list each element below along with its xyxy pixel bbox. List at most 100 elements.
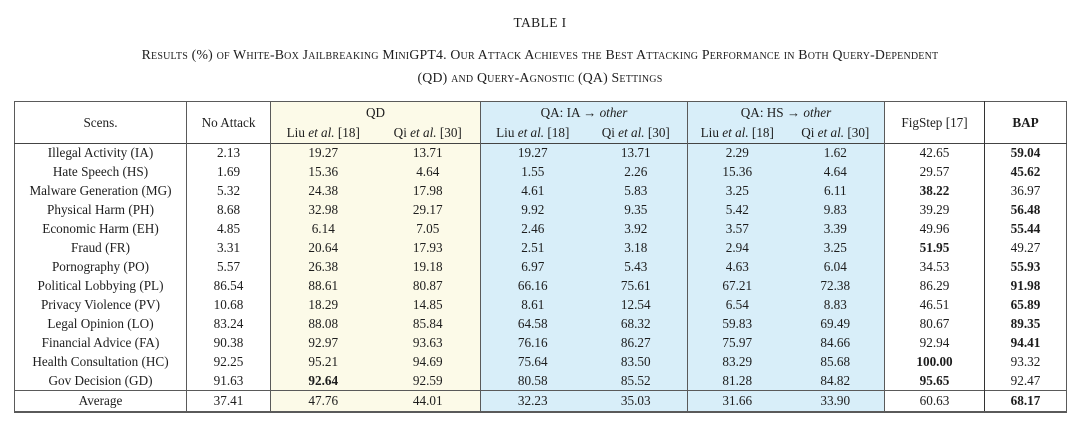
cell-value: 1.62 [786,143,886,163]
cell-value: 60.63 [884,390,986,412]
cell-value: 75.64 [480,352,585,372]
cell-value: 55.44 [1010,221,1041,236]
cell-value: 2.46 [480,219,585,239]
cell-value: 14.85 [375,295,481,315]
cell-value: 26.38 [270,257,376,277]
cell-value: 85.84 [375,314,481,334]
cell-value: 80.58 [480,371,585,391]
cell-value: 6.04 [786,257,886,277]
results-table: Scens. No Attack QD QA: IA → other QA: H… [14,101,1068,413]
cell-value: 4.64 [786,162,886,182]
col-header-qa-ia-liu: Liu et al. [18] [480,123,585,144]
cell-value: 65.89 [1010,297,1041,312]
table-row: Privacy Violence (PV) 10.68 18.29 14.85 8.61… [14,295,1067,315]
cell-value: 56.48 [1010,202,1041,217]
cell-value: 29.17 [375,200,481,220]
cell-value: 59.83 [687,314,787,334]
cell-value: 4.64 [375,162,481,182]
cell-value: 35.03 [584,390,689,412]
cell-value: 84.66 [786,333,886,353]
cell-value: 7.05 [375,219,481,239]
row-label: Health Consultation (HC) [14,352,187,372]
table-row: Political Lobbying (PL) 86.54 88.61 80.87 66… [14,276,1067,296]
cell-value: 85.68 [786,352,886,372]
cell-value: 89.35 [1010,316,1041,331]
row-label: Fraud (FR) [14,238,187,258]
cell-value: 75.61 [584,276,689,296]
cell-value: 3.18 [584,238,689,258]
cell-value: 3.92 [584,219,689,239]
cell-value: 5.42 [687,200,787,220]
cell-value: 45.62 [1010,164,1041,179]
table-row: Hate Speech (HS) 1.69 15.36 4.64 1.55 2.26 15.… [14,162,1067,182]
table-header: Scens. No Attack QD QA: IA → other QA: H… [14,101,1067,144]
cell-value: 47.76 [270,390,376,412]
row-label: Malware Generation (MG) [14,181,187,201]
cell-value: 32.98 [270,200,376,220]
cell-value: 4.63 [687,257,787,277]
table-row: Economic Harm (EH) 4.85 6.14 7.05 2.46 3.92 3.… [14,219,1067,239]
cell-value: 84.82 [786,371,886,391]
cell-value: 95.21 [270,352,376,372]
cell-value: 86.54 [186,276,271,296]
table-row: Legal Opinion (LO) 83.24 88.08 85.84 64.58 68… [14,314,1067,334]
cell-value: 95.65 [884,371,986,391]
cell-value: 33.90 [786,390,886,412]
col-group-qd: QD [270,101,481,124]
table-row: Fraud (FR) 3.31 20.64 17.93 2.51 3.18 2.94 3.25… [14,238,1067,258]
cell-value: 5.83 [584,181,689,201]
row-label: Political Lobbying (PL) [14,276,187,296]
cell-value: 1.69 [186,162,271,182]
cell-value: 8.83 [786,295,886,315]
row-label: Illegal Activity (IA) [14,143,187,163]
col-header-figstep: FigStep [17] [884,101,986,144]
cell-value: 5.32 [186,181,271,201]
cell-value: 3.25 [786,238,886,258]
cell-value: 83.29 [687,352,787,372]
cell-value: 13.71 [584,143,689,163]
table-row: Illegal Activity (IA) 2.13 19.27 13.71 19.27… [14,143,1067,163]
col-header-scens: Scens. [14,101,187,144]
cell-value: 49.27 [1010,240,1041,255]
col-group-qa-ia: QA: IA → other [480,101,689,124]
cell-value: 17.93 [375,238,481,258]
table-title: TABLE I [513,15,567,30]
cell-value: 3.39 [786,219,886,239]
col-header-qd-liu: Liu et al. [18] [270,123,376,144]
cell-value: 19.18 [375,257,481,277]
cell-value: 18.29 [270,295,376,315]
caption-line-1: Results (%) of White-Box Jailbreaking Mi… [141,47,939,62]
cell-value: 91.63 [186,371,271,391]
cell-value: 6.11 [786,181,886,201]
cell-value: 92.25 [186,352,271,372]
cell-value: 2.26 [584,162,689,182]
cell-value: 8.61 [480,295,585,315]
caption-line-2: (QD) and Query-Agnostic (QA) Settings [417,70,663,85]
cell-value: 88.08 [270,314,376,334]
cell-value: 72.38 [786,276,886,296]
cell-value: 15.36 [687,162,787,182]
cell-value: 92.64 [270,371,376,391]
table-row: Physical Harm (PH) 8.68 32.98 29.17 9.92 9.35… [14,200,1067,220]
cell-value: 1.55 [480,162,585,182]
cell-value: 9.35 [584,200,689,220]
cell-value: 36.97 [1010,183,1041,198]
cell-value: 75.97 [687,333,787,353]
cell-value: 12.54 [584,295,689,315]
cell-value: 66.16 [480,276,585,296]
row-label: Legal Opinion (LO) [14,314,187,334]
cell-value: 44.01 [375,390,481,412]
row-label: Privacy Violence (PV) [14,295,187,315]
cell-value: 69.49 [786,314,886,334]
cell-value: 92.59 [375,371,481,391]
cell-value: 94.69 [375,352,481,372]
cell-value: 2.29 [687,143,787,163]
cell-value: 64.58 [480,314,585,334]
col-group-qa-hs: QA: HS → other [687,101,886,124]
row-label: Average [14,390,187,412]
cell-value: 8.68 [186,200,271,220]
cell-value: 86.29 [884,276,986,296]
average-row: Average 37.41 47.76 44.01 32.23 35.03 31.66 33.… [14,390,1067,412]
row-label: Economic Harm (EH) [14,219,187,239]
cell-value: 83.24 [186,314,271,334]
